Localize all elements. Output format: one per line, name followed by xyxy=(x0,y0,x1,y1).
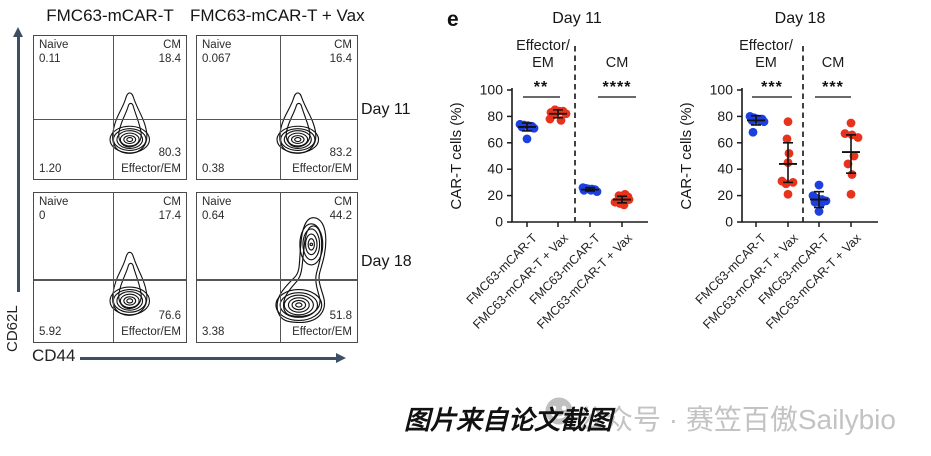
flow-panel-day18-control: Naive 0 CM 17.4 76.6 Effector/EM 5.92 xyxy=(33,192,187,343)
quadrant-naive-value: 0 xyxy=(39,210,46,222)
quadrant-divider-horizontal xyxy=(197,118,357,121)
significance-stars: ** xyxy=(533,79,549,96)
svg-text:80: 80 xyxy=(717,108,733,124)
significance-stars: *** xyxy=(822,79,844,96)
quadrant-cm-value: 44.2 xyxy=(329,210,352,222)
quadrant-naive-label: Naive xyxy=(202,39,232,51)
quadrant-naive-value: 0.11 xyxy=(39,53,61,65)
quadrant-effector-label: Effector/EM xyxy=(121,163,181,176)
quadrant-bottomleft-value: 0.38 xyxy=(202,163,225,176)
quadrant-divider-horizontal xyxy=(34,118,186,121)
panel-e-label: e xyxy=(447,8,459,31)
cd44-axis-arrow xyxy=(80,357,338,360)
quadrant-cm-label: CM xyxy=(334,39,352,51)
quadrant-naive-value: 0.64 xyxy=(202,210,225,222)
quadrant-effector-value: 76.6 xyxy=(158,310,181,323)
quadrant-divider-vertical xyxy=(280,36,282,179)
svg-text:40: 40 xyxy=(717,161,733,177)
svg-text:20: 20 xyxy=(717,187,733,203)
quadrant-effector-value: 51.8 xyxy=(329,310,352,323)
flow-column-title-vax: FMC63-mCAR-T + Vax xyxy=(190,6,365,25)
quadrant-divider-vertical xyxy=(113,193,115,342)
cd62l-axis-arrowhead xyxy=(12,27,23,37)
y-axis-label-day18: CAR-T cells (%) xyxy=(678,102,695,210)
group-header-cm: CM xyxy=(821,55,845,71)
quadrant-cm-value: 17.4 xyxy=(158,210,181,222)
quadrant-cm-value: 16.4 xyxy=(329,53,352,65)
flow-row-label-day11: Day 11 xyxy=(361,101,411,118)
quadrant-divider-vertical xyxy=(280,193,282,342)
flow-column-title-control: FMC63-mCAR-T xyxy=(46,6,174,25)
quadrant-cm-label: CM xyxy=(334,196,352,208)
quadrant-cm-label: CM xyxy=(163,196,181,208)
quadrant-bottomleft-value: 1.20 xyxy=(39,163,62,176)
svg-text:80: 80 xyxy=(487,108,503,124)
svg-text:40: 40 xyxy=(487,161,503,177)
quadrant-bottomleft-value: 3.38 xyxy=(202,326,225,339)
flow-panel-day11-vax: Naive 0.067 CM 16.4 83.2 Effector/EM 0.3… xyxy=(196,35,358,180)
cd62l-axis-arrow xyxy=(17,36,20,292)
quadrant-effector-label: Effector/EM xyxy=(292,163,352,176)
flow-row-label-day18: Day 18 xyxy=(361,253,412,270)
svg-text:0: 0 xyxy=(725,214,733,230)
quadrant-bottomleft-value: 5.92 xyxy=(39,326,62,339)
group-header-effector-line2: EM xyxy=(532,55,554,71)
svg-text:20: 20 xyxy=(487,187,503,203)
group-header-effector-line2: EM xyxy=(755,55,777,71)
quadrant-naive-label: Naive xyxy=(39,196,69,208)
quadrant-divider-horizontal xyxy=(34,279,186,281)
quadrant-cm-label: CM xyxy=(163,39,181,51)
cd44-axis-label: CD44 xyxy=(32,346,76,365)
quadrant-effector-label: Effector/EM xyxy=(121,326,181,339)
figure-caption: 图片来自论文截图 xyxy=(404,405,613,435)
flow-panel-day18-vax: Naive 0.64 CM 44.2 51.8 Effector/EM 3.38 xyxy=(196,192,358,343)
svg-text:60: 60 xyxy=(717,134,733,150)
scatter-title-day11: Day 11 xyxy=(552,10,602,27)
quadrant-effector-value: 80.3 xyxy=(158,147,181,160)
scatter-title-day18: Day 18 xyxy=(774,10,826,27)
quadrant-effector-label: Effector/EM xyxy=(292,326,352,339)
group-header-effector-line1: Effector/ xyxy=(739,38,793,54)
svg-text:100: 100 xyxy=(480,82,504,98)
quadrant-naive-value: 0.067 xyxy=(202,53,231,65)
quadrant-cm-value: 18.4 xyxy=(158,53,181,65)
cd44-axis-arrowhead xyxy=(336,352,346,363)
svg-text:60: 60 xyxy=(487,134,503,150)
quadrant-divider-horizontal xyxy=(197,279,357,281)
quadrant-naive-label: Naive xyxy=(202,196,232,208)
group-header-cm: CM xyxy=(605,55,629,71)
smiley-face-icon xyxy=(545,397,573,425)
significance-stars: **** xyxy=(602,79,632,96)
group-header-effector-line1: Effector/ xyxy=(516,38,570,54)
watermark-text: 公众号 · 赛笠百傲Sailybio xyxy=(577,404,896,435)
flow-panel-day11-control: Naive 0.11 CM 18.4 80.3 Effector/EM 1.20 xyxy=(33,35,187,180)
y-axis-label-day11: CAR-T cells (%) xyxy=(448,102,465,210)
quadrant-effector-value: 83.2 xyxy=(329,147,352,160)
quadrant-divider-vertical xyxy=(113,36,115,179)
svg-text:0: 0 xyxy=(495,214,503,230)
svg-text:100: 100 xyxy=(710,82,734,98)
contour-plot xyxy=(275,217,327,324)
quadrant-naive-label: Naive xyxy=(39,39,69,51)
significance-stars: *** xyxy=(761,79,783,96)
